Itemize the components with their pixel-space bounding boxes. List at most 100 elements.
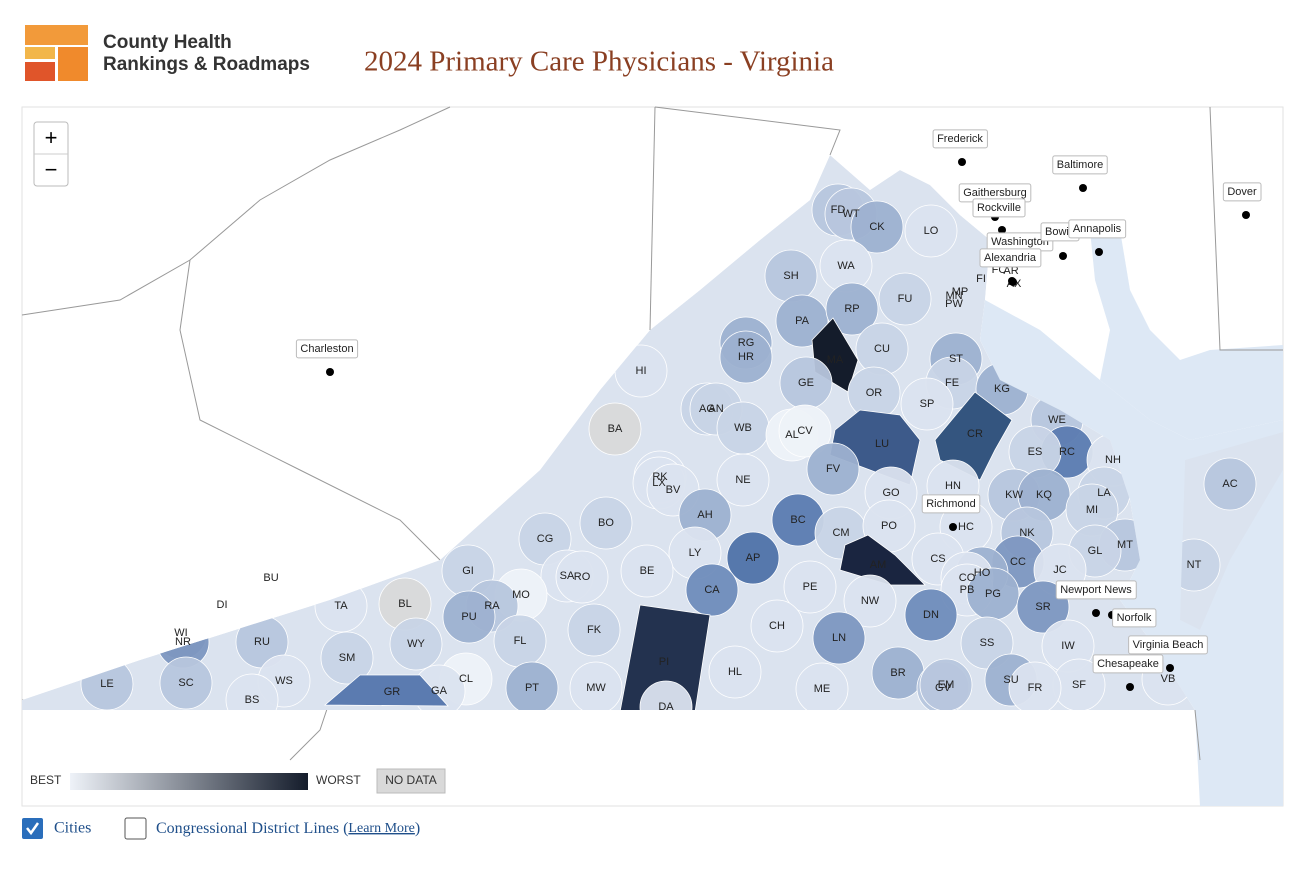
- county-label: KG: [994, 383, 1010, 395]
- county: [555, 550, 609, 604]
- page-title: 2024 Primary Care Physicians - Virginia: [364, 46, 834, 78]
- city-label: Virginia Beach: [1133, 639, 1204, 651]
- logo-text: Rankings & Roadmaps: [103, 54, 310, 75]
- county-label: NH: [1105, 454, 1121, 466]
- county: [579, 496, 633, 550]
- county: [685, 563, 739, 617]
- county: [843, 574, 897, 628]
- county-label: ES: [1028, 446, 1043, 458]
- county: [878, 272, 932, 326]
- county-label: MO: [512, 589, 530, 601]
- county: [619, 604, 711, 710]
- county-label: WA: [837, 260, 855, 272]
- county: [225, 673, 279, 710]
- county-label: PU: [461, 611, 476, 623]
- county: [320, 631, 374, 685]
- county: [783, 560, 837, 614]
- legend-no-data: [376, 768, 446, 794]
- city-label: Washington: [991, 236, 1049, 248]
- county-label: MI: [1086, 504, 1098, 516]
- city-label-box: [1068, 219, 1127, 239]
- county: [639, 680, 693, 710]
- county-label: AR: [1003, 265, 1018, 277]
- state-borders: [21, 106, 1283, 761]
- county-label: GO: [882, 487, 900, 499]
- city-label: Norfolk: [1117, 612, 1152, 624]
- county-label: AN: [708, 403, 723, 415]
- county-label: CK: [869, 221, 885, 233]
- city-dot: [998, 226, 1006, 234]
- county-label: BE: [640, 565, 655, 577]
- county: [812, 611, 866, 665]
- county-label: IW: [1061, 640, 1075, 652]
- county: [839, 534, 926, 586]
- label-text: ): [415, 820, 420, 837]
- checkbox-label[interactable]: Congressional District Lines (Learn More…: [156, 820, 420, 837]
- city-dot: [1166, 664, 1174, 672]
- county-label: PE: [803, 581, 818, 593]
- county-label: LU: [875, 438, 889, 450]
- county: [1203, 457, 1257, 511]
- county-label: HL: [728, 666, 742, 678]
- county-label: HO: [974, 567, 991, 579]
- legend-best: BEST: [30, 773, 62, 787]
- county-label: SS: [980, 637, 995, 649]
- zoom-in[interactable]: +: [45, 125, 58, 150]
- county-label: FU: [898, 293, 913, 305]
- county-label: OR: [866, 387, 883, 399]
- water: [980, 230, 1283, 806]
- county-label: LO: [924, 225, 939, 237]
- county-label: NE: [735, 474, 750, 486]
- county: [389, 617, 443, 671]
- county-label: PB: [960, 584, 975, 596]
- county-label: CV: [797, 425, 813, 437]
- city-label: Baltimore: [1057, 159, 1103, 171]
- county-label: SC: [178, 677, 193, 689]
- county: [919, 658, 973, 710]
- county-label: AG: [699, 403, 715, 415]
- logo: [25, 25, 88, 81]
- county-label: NW: [861, 595, 880, 607]
- city-label: Newport News: [1060, 584, 1132, 596]
- county-label: BO: [598, 517, 614, 529]
- county: [505, 661, 559, 710]
- county-label: KQ: [1036, 489, 1052, 501]
- checkbox[interactable]: [124, 817, 147, 840]
- county: [960, 616, 1014, 670]
- county-label: CU: [874, 343, 890, 355]
- county: [569, 661, 623, 710]
- county-label: RC: [1059, 446, 1075, 458]
- checkbox-label[interactable]: Cities: [54, 820, 91, 837]
- county-label: CM: [832, 527, 849, 539]
- county-label: RG: [738, 337, 755, 349]
- county-label: WT: [842, 208, 859, 220]
- county: [726, 531, 780, 585]
- county-label: BC: [790, 514, 805, 526]
- county-label: AL: [785, 429, 798, 441]
- county-label: WB: [734, 422, 752, 434]
- county-label: FD: [831, 204, 846, 216]
- zoom-out[interactable]: −: [45, 157, 58, 182]
- county-label: AP: [746, 552, 761, 564]
- county: [323, 674, 449, 707]
- county-label: BU: [263, 572, 278, 584]
- county-label: MT: [1117, 539, 1133, 551]
- city-label: Alexandria: [984, 252, 1037, 264]
- city-label-box: [295, 339, 359, 359]
- county-label: PO: [881, 520, 897, 532]
- city-label: Gaithersburg: [963, 187, 1027, 199]
- county-label: WE: [1048, 414, 1066, 426]
- city-label: Rockville: [977, 202, 1021, 214]
- county-label: DI: [217, 599, 228, 611]
- city-dot: [958, 158, 966, 166]
- county-label: JC: [1053, 564, 1067, 576]
- county-label: CH: [769, 620, 785, 632]
- city-label-box: [921, 494, 981, 514]
- county-label: BV: [666, 484, 681, 496]
- checkbox[interactable]: [22, 818, 43, 839]
- county-label: SM: [339, 652, 356, 664]
- county: [708, 645, 762, 699]
- learn-more-link[interactable]: Learn More: [348, 821, 414, 836]
- county-label: GE: [798, 377, 814, 389]
